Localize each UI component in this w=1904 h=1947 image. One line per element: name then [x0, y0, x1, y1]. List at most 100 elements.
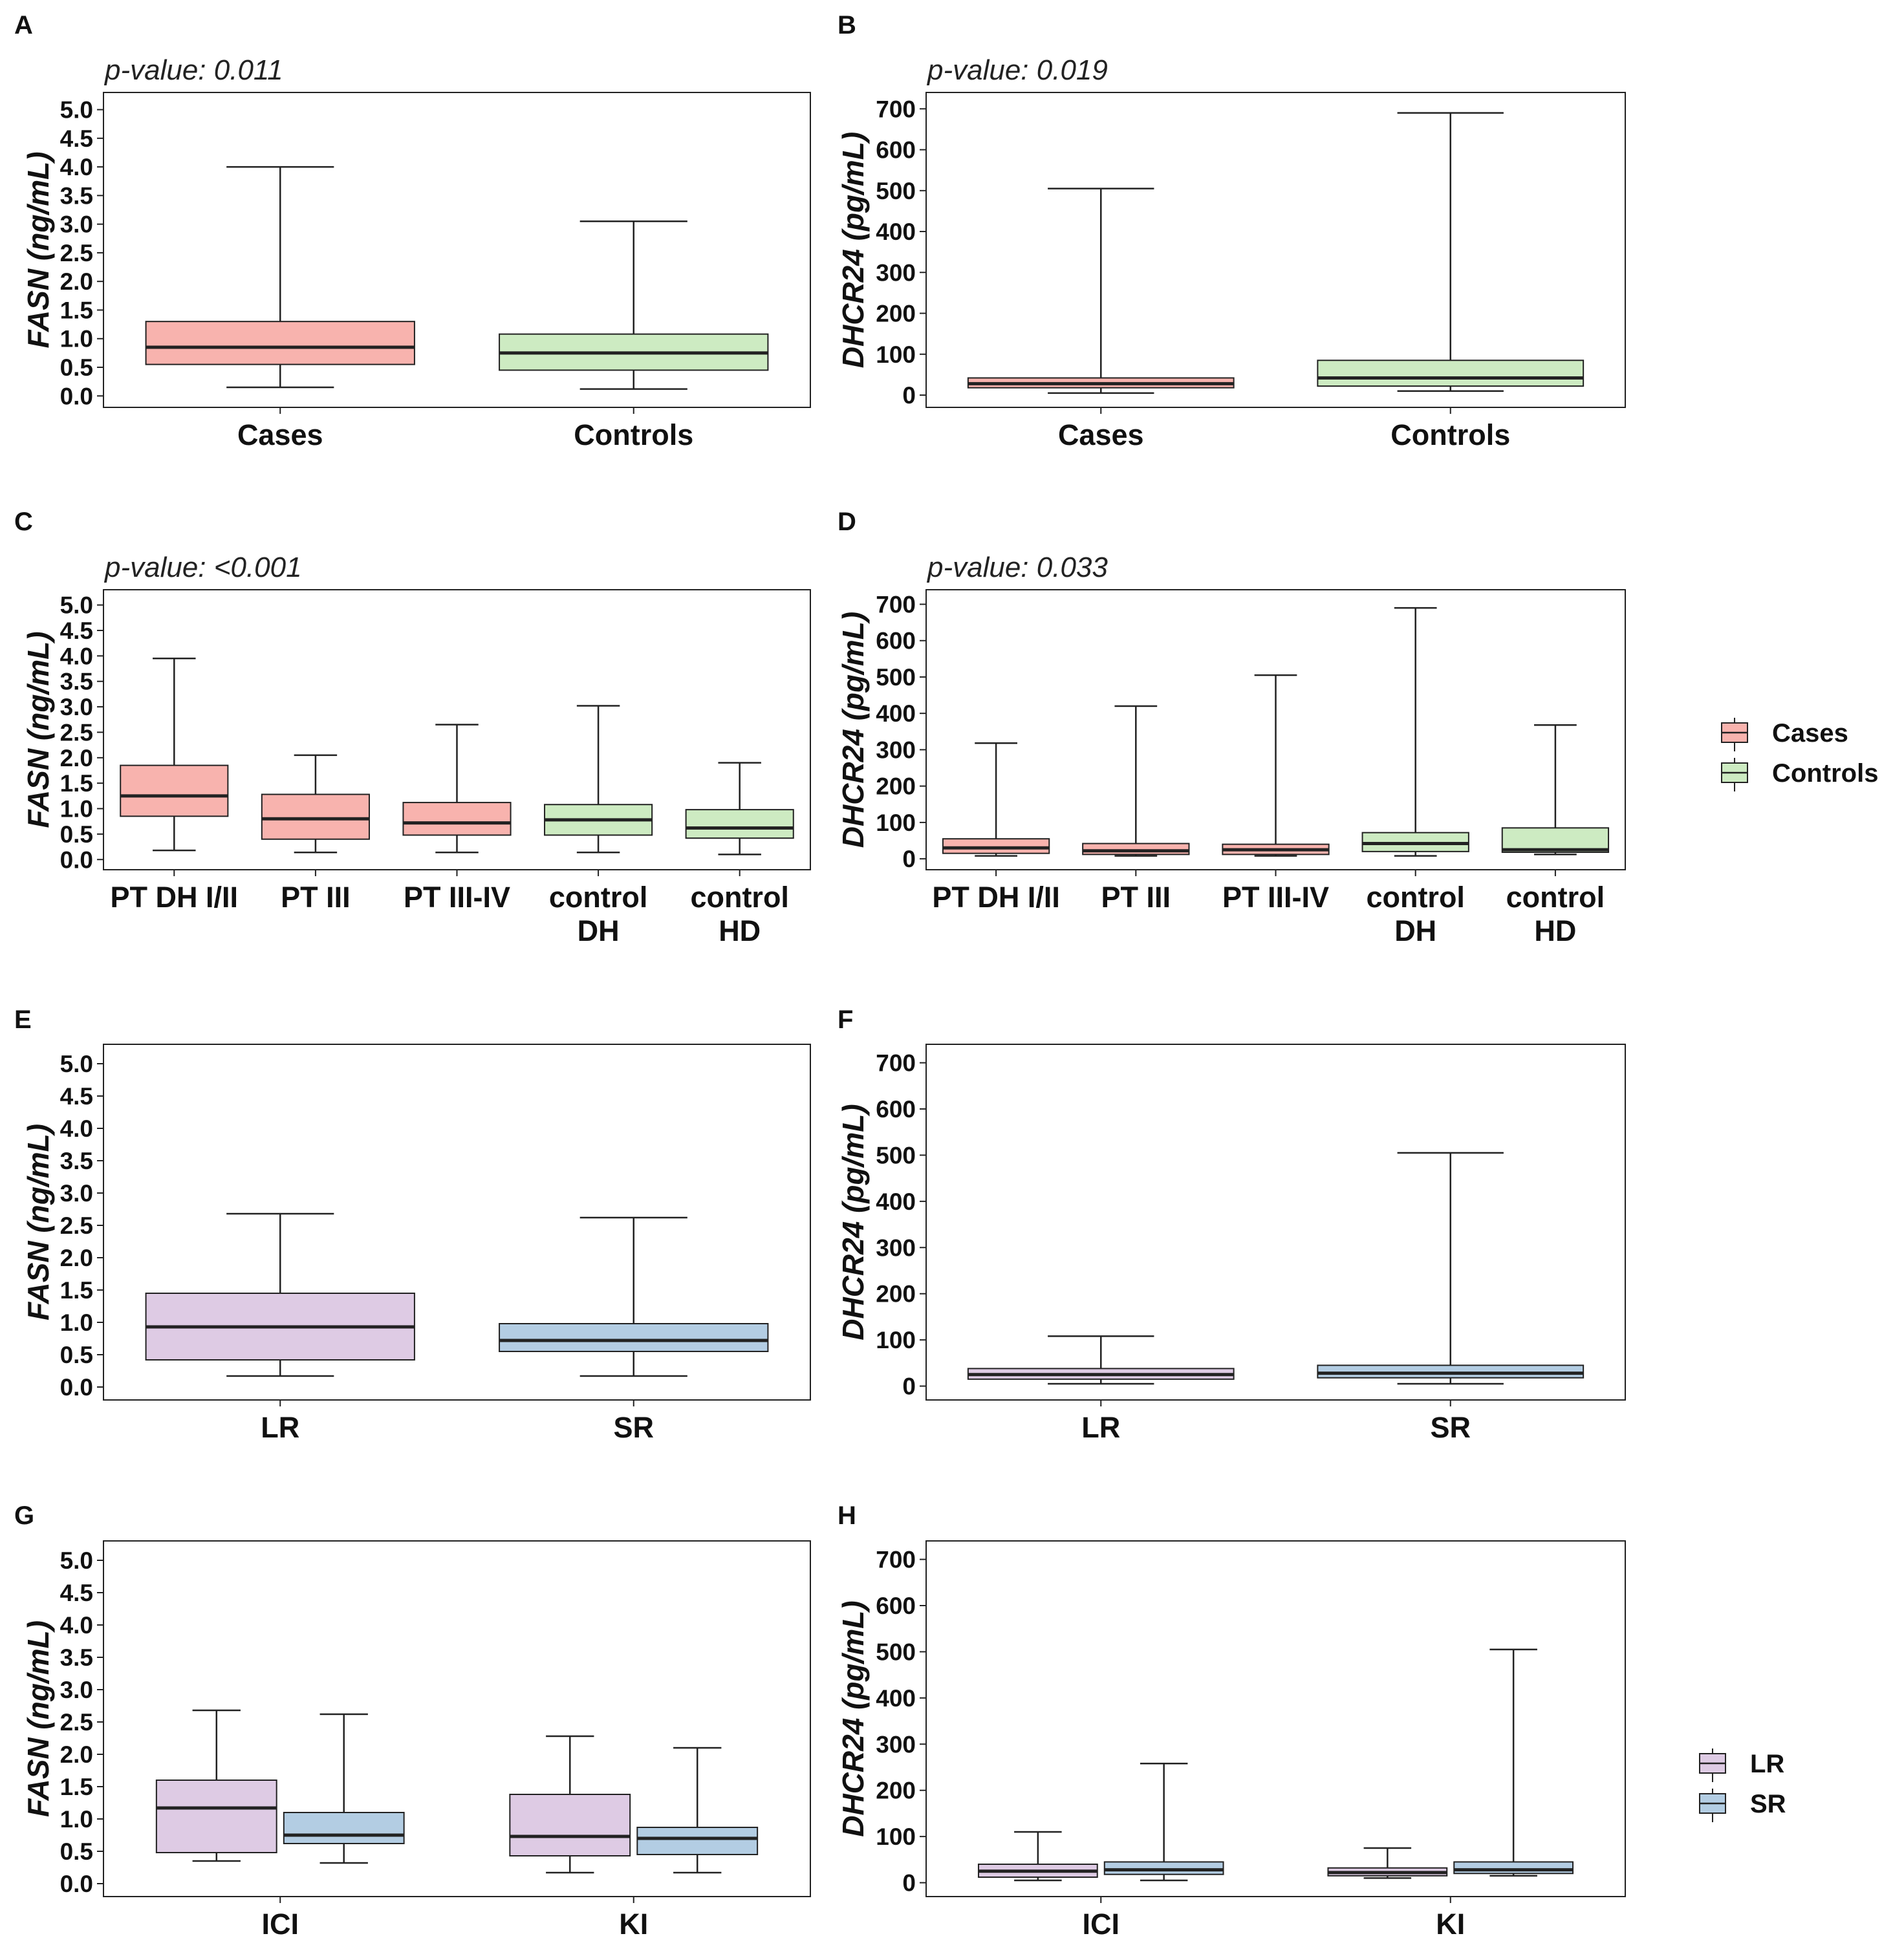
x-tick-label: KI: [1436, 1908, 1465, 1941]
box-sr: [1317, 1152, 1585, 1385]
x-tick-label: Cases: [237, 418, 323, 451]
y-tick-label: 600: [876, 1096, 916, 1123]
legend-item-cases: Cases: [1721, 718, 1848, 751]
p-value-label: p-value: <0.001: [103, 552, 302, 583]
box-ici-lr: [977, 1831, 1098, 1882]
x-tick-label: PT III: [1101, 881, 1171, 914]
x-tick-label: DH: [1394, 914, 1436, 947]
y-tick-label: 600: [876, 628, 916, 654]
y-tick-label: 3.5: [60, 182, 93, 209]
y-tick-label: 2.0: [60, 745, 93, 771]
y-tick-label: 4.0: [60, 1115, 93, 1142]
box-sr: [499, 1216, 769, 1377]
box-iqr: [636, 1827, 759, 1855]
panel-c: Cp-value: <0.001 0.00.51.01.52.02.53.03.5…: [14, 508, 811, 947]
box-control-dh: [1361, 607, 1469, 857]
y-tick-label: 1.5: [60, 1774, 93, 1800]
box-iqr: [120, 764, 229, 817]
y-tick-label: 300: [876, 1731, 916, 1758]
y-tick-label: 200: [876, 773, 916, 800]
y-tick-label: 5.0: [60, 592, 93, 619]
y-tick-label: 500: [876, 1142, 916, 1168]
box-iqr: [402, 802, 512, 836]
panel-b: Bp-value: 0.019 0 100 200 300 400 500 600 700DHC…: [836, 11, 1626, 451]
box-control-hd: [1501, 724, 1610, 855]
box-ici-sr: [1103, 1763, 1224, 1882]
box-pt-iii-iv: [402, 724, 512, 854]
y-tick-label: 2.5: [60, 1212, 93, 1239]
y-tick-label: 700: [876, 96, 916, 122]
box-ki-sr: [1453, 1648, 1574, 1877]
x-tick-label: control: [549, 881, 648, 914]
box-iqr: [1082, 843, 1190, 855]
y-tick-label: 3.0: [60, 1677, 93, 1703]
y-tick-label: 4.5: [60, 1083, 93, 1110]
y-tick-label: 700: [876, 1050, 916, 1077]
y-tick-label: 300: [876, 1234, 916, 1261]
legend-lr-sr: LR SR: [1699, 1748, 1786, 1822]
y-tick-label: 0.0: [60, 1374, 93, 1401]
y-tick-label: 0.0: [60, 1871, 93, 1897]
legend-cases-controls: Cases Controls: [1721, 718, 1878, 791]
panel-a: Ap-value: 0.0110.00.51.01.52.02.53.03.54…: [14, 11, 811, 451]
x-tick-label: Controls: [574, 418, 693, 451]
y-tick-label: 1.5: [60, 1277, 93, 1304]
x-tick-label: SR: [613, 1411, 654, 1444]
y-axis-label: FASN (ng/mL): [21, 631, 55, 828]
panel-letter: A: [14, 11, 33, 39]
y-tick-label: 100: [876, 1327, 916, 1353]
y-tick-label: 100: [876, 1823, 916, 1850]
y-tick-label: 500: [876, 1639, 916, 1665]
box-control-dh: [544, 705, 653, 854]
p-value-label: p-value: 0.011: [103, 54, 283, 86]
box-ki-sr: [636, 1747, 759, 1874]
plot-frame: [925, 1044, 1626, 1401]
y-tick-label: 200: [876, 1281, 916, 1307]
y-tick-label: 1.5: [60, 297, 93, 323]
x-tick-label: PT III: [281, 881, 351, 914]
y-tick-label: 0.5: [60, 1342, 93, 1368]
y-tick-label: 500: [876, 178, 916, 204]
y-tick-label: 0: [902, 382, 916, 409]
legend-label: LR: [1750, 1750, 1784, 1778]
y-tick-label: 4.0: [60, 1612, 93, 1639]
panel-letter: C: [14, 508, 33, 536]
y-tick-label: 3.0: [60, 211, 93, 238]
y-tick-label: 1.0: [60, 796, 93, 823]
y-tick-label: 1.5: [60, 770, 93, 797]
box-lr: [967, 1335, 1235, 1385]
box-controls: [499, 220, 769, 390]
y-tick-label: 700: [876, 1547, 916, 1573]
x-tick-label: PT DH I/II: [932, 881, 1060, 914]
x-tick-label: HD: [1534, 914, 1576, 947]
x-tick-label: HD: [719, 914, 761, 947]
y-tick-label: 4.0: [60, 643, 93, 669]
y-axis-label: FASN (ng/mL): [21, 151, 55, 348]
box-ki-lr: [509, 1735, 631, 1874]
box-pt-dh-i-ii: [942, 742, 1050, 857]
box-cases: [967, 188, 1235, 394]
box-control-hd: [685, 762, 794, 855]
y-tick-label: 0: [902, 1373, 916, 1400]
x-tick-label: PT III-IV: [404, 881, 510, 914]
y-tick-label: 600: [876, 137, 916, 164]
y-tick-label: 3.5: [60, 1644, 93, 1671]
y-tick-label: 300: [876, 259, 916, 286]
panel-g: G 0.0 0.5 1.0 1.5 2.0 2.5 3.0 3.5 4.0 4.5 5.0 FASN (…: [14, 1501, 811, 1941]
y-tick-label: 100: [876, 810, 916, 836]
y-tick-label: 300: [876, 737, 916, 763]
y-tick-label: 0.5: [60, 354, 93, 381]
y-axis-label: DHCR24 (pg/mL): [836, 1600, 870, 1836]
box-pt-iii-iv: [1222, 674, 1330, 857]
y-axis-label: DHCR24 (pg/mL): [836, 612, 870, 848]
y-tick-label: 5.0: [60, 1547, 93, 1574]
box-iqr: [685, 809, 794, 839]
box-ici-sr: [283, 1713, 405, 1864]
y-tick-label: 3.0: [60, 1180, 93, 1207]
box-pt-iii: [1082, 705, 1190, 857]
box-controls: [1317, 112, 1585, 392]
y-tick-label: 5.0: [60, 1051, 93, 1077]
y-tick-label: 500: [876, 664, 916, 691]
y-tick-label: 2.0: [60, 1741, 93, 1768]
